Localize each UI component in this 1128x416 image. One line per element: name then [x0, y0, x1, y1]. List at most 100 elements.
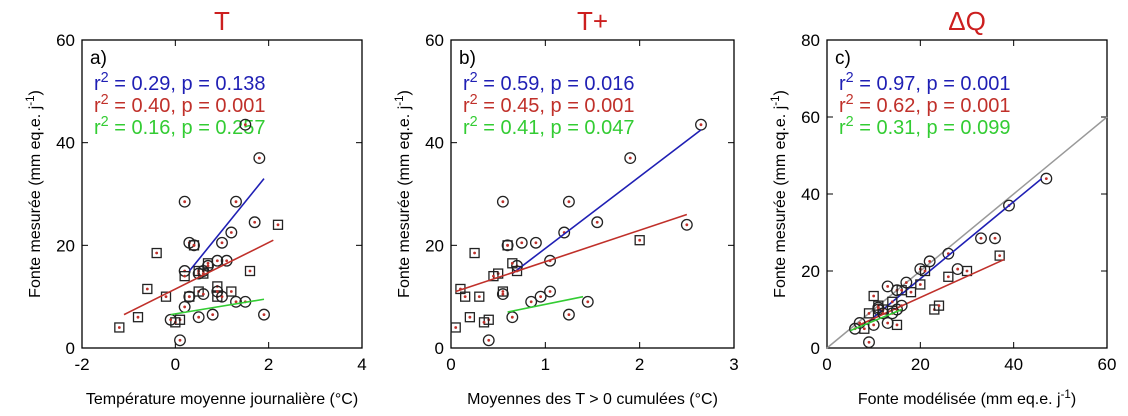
data-point-dot — [529, 300, 533, 304]
data-point-dot — [886, 321, 890, 325]
data-point-dot — [900, 288, 904, 292]
data-point-dot — [918, 283, 922, 286]
data-point-dot — [946, 275, 950, 279]
plot-frame — [81, 39, 363, 349]
data-point-dot — [234, 300, 238, 304]
data-point-dot — [876, 306, 880, 309]
y-axis-label: Fonte mesurée (mm eq.e. j-1) — [394, 90, 413, 298]
data-point-dot — [895, 323, 899, 327]
data-point-dot — [234, 200, 238, 204]
x-tick-label: 4 — [357, 355, 366, 374]
data-point-dot — [928, 259, 932, 263]
data-point-dot — [886, 285, 890, 288]
data-point-circle — [174, 334, 186, 347]
data-point-dot — [183, 200, 187, 204]
data-point-dot — [215, 290, 219, 293]
y-tick-label: 0 — [811, 339, 820, 358]
data-point-dot — [487, 338, 491, 342]
data-point-dot — [937, 304, 941, 308]
stat-line: r2 = 0.31, p = 0.099 — [839, 114, 1010, 139]
data-point-dot — [501, 200, 505, 204]
data-point-square — [478, 317, 490, 328]
data-point-dot — [220, 241, 224, 245]
panel-label: c) — [835, 48, 851, 69]
x-axis-label: Moyennes des T > 0 cumulées (°C) — [467, 391, 718, 408]
data-point-circle — [895, 299, 908, 312]
plot-frame — [450, 39, 735, 349]
data-point-dot — [510, 315, 514, 319]
data-point-dot — [183, 274, 187, 278]
x-tick-label: 1 — [541, 355, 550, 374]
data-point-circle — [863, 336, 875, 349]
x-axis-label: Fonte modélisée (mm eq.e. j-1) — [858, 389, 1076, 408]
stat-line: r2 = 0.40, p = 0.001 — [94, 92, 265, 117]
data-point-dot — [1044, 177, 1048, 181]
chart-b-svg: T+ 0 1 2 3 0 20 40 60 Moyennes des T > 0 cumulées… — [394, 6, 739, 408]
data-point-dot — [206, 264, 210, 268]
x-tick-label: 40 — [1004, 355, 1023, 374]
data-point-circle — [989, 232, 1001, 245]
data-point-square — [915, 279, 926, 290]
data-point-circle — [197, 288, 210, 301]
chart-panel-a: T -2 0 2 4 0 20 40 60 Température moyenne journal… — [0, 0, 376, 416]
data-point-square — [919, 265, 931, 277]
x-tick-label: -2 — [74, 355, 89, 374]
data-point-dot — [276, 223, 280, 227]
data-point-dot — [567, 200, 571, 204]
data-point-circle — [581, 295, 594, 308]
data-point-circle — [853, 317, 866, 329]
data-point-dot — [136, 315, 140, 319]
data-point-dot — [628, 156, 632, 160]
data-point-dot — [253, 220, 257, 224]
data-point-dot — [956, 267, 960, 271]
x-tick-label: 2 — [264, 355, 273, 374]
data-point-circle — [183, 290, 196, 303]
data-point-dot — [900, 304, 904, 308]
data-point-square — [464, 312, 476, 323]
data-point-circle — [501, 239, 514, 252]
data-point-dot — [923, 269, 927, 273]
data-point-square — [511, 265, 523, 277]
data-point-dot — [506, 243, 509, 247]
y-tick-label: 80 — [801, 31, 820, 50]
y-tick-label: 20 — [801, 262, 820, 281]
data-point-dot — [520, 241, 524, 245]
data-point-square — [202, 258, 214, 269]
data-point-dot — [206, 261, 210, 265]
data-point-dot — [586, 300, 590, 304]
data-point-dot — [117, 326, 121, 329]
data-point-circle — [258, 308, 270, 321]
fit-line — [188, 178, 265, 272]
y-tick-label: 20 — [425, 236, 444, 255]
data-point-circle — [529, 236, 542, 249]
data-point-square — [450, 322, 461, 333]
data-point-dot — [904, 281, 908, 284]
y-tick-label: 0 — [435, 339, 444, 358]
y-tick-label: 20 — [56, 236, 75, 255]
y-tick-label: 40 — [801, 185, 820, 204]
data-point-dot — [192, 243, 196, 247]
y-tick-label: 60 — [56, 31, 75, 50]
data-point-circle — [942, 247, 955, 260]
data-point-square — [488, 270, 499, 282]
fit-line — [507, 295, 584, 313]
data-point-circle — [192, 311, 205, 324]
data-point-circle — [225, 226, 238, 239]
data-point-dot — [178, 338, 182, 342]
data-point-dot — [979, 236, 983, 240]
fit-line — [873, 177, 1043, 318]
data-point-circle — [515, 236, 528, 249]
data-point-dot — [229, 231, 233, 234]
x-tick-label: 2 — [635, 355, 644, 374]
fit-line — [123, 239, 274, 316]
data-point-square — [151, 247, 162, 259]
data-point-square — [114, 322, 125, 333]
data-point-dot — [225, 259, 229, 263]
fit-line — [455, 213, 688, 293]
data-point-dot — [872, 294, 876, 298]
data-point-circle — [562, 308, 575, 321]
data-point-dot — [257, 156, 261, 160]
data-point-dot — [169, 318, 173, 322]
data-point-dot — [183, 305, 187, 309]
y-axis-label: Fonte mesurée (mm eq.e. j-1) — [770, 90, 789, 298]
